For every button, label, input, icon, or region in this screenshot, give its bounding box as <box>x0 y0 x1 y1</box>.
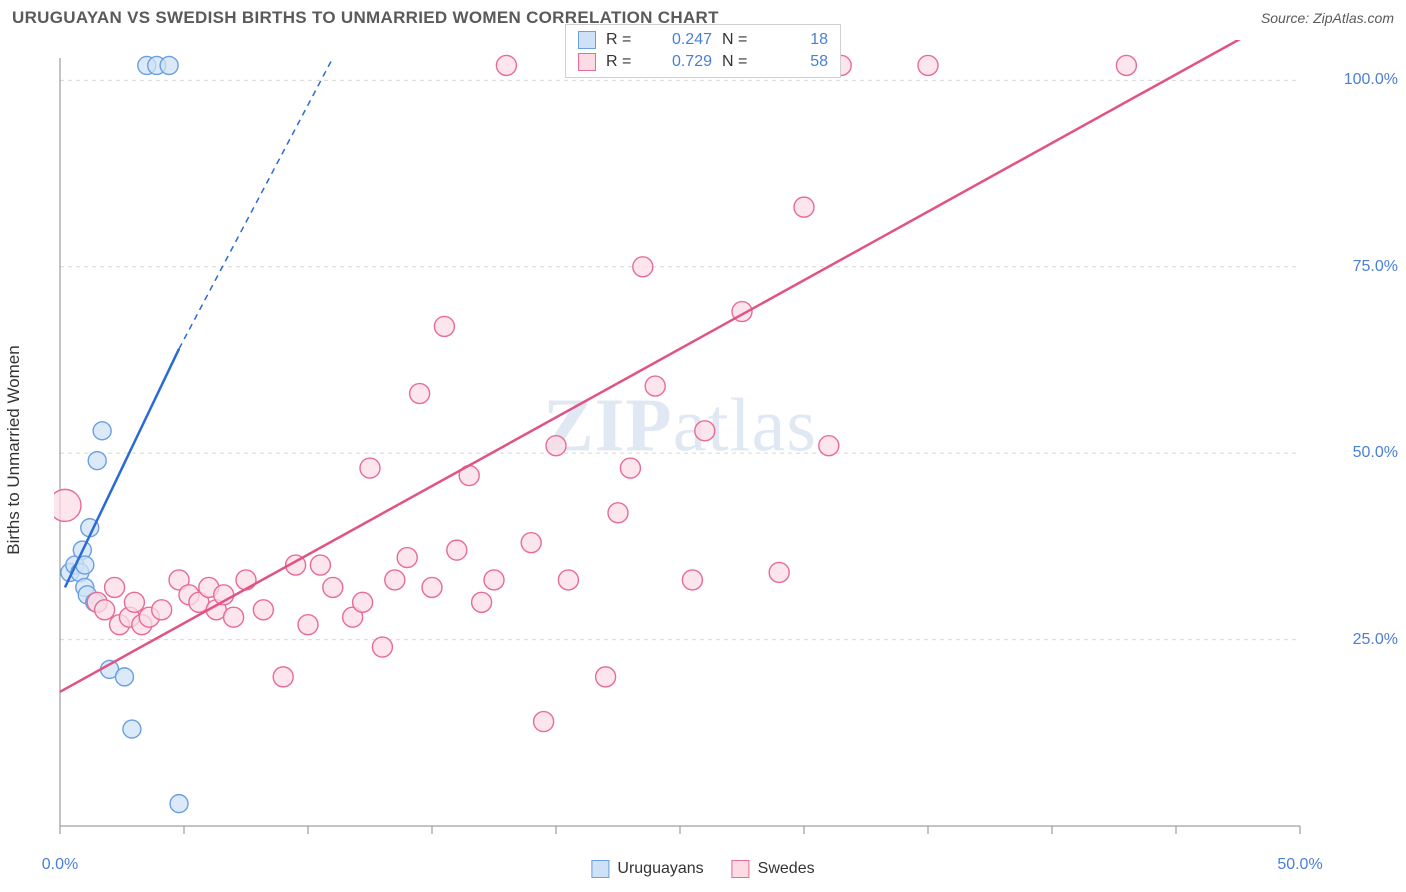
legend-swatch <box>578 31 596 49</box>
chart-svg <box>54 40 1306 844</box>
chart-area: ZIPatlas 25.0%50.0%75.0%100.0%0.0%50.0% <box>54 40 1306 844</box>
legend-series-label: Swedes <box>758 860 815 878</box>
legend-series-item: Uruguayans <box>591 860 703 878</box>
legend-r-value: 0.247 <box>652 31 712 49</box>
y-tick-label: 100.0% <box>1344 71 1398 89</box>
legend-series: Uruguayans Swedes <box>591 860 814 878</box>
legend-series-item: Swedes <box>732 860 815 878</box>
y-tick-label: 50.0% <box>1353 444 1398 462</box>
y-axis-label: Births to Unmarried Women <box>4 345 24 554</box>
legend-series-label: Uruguayans <box>617 860 703 878</box>
x-tick-label: 50.0% <box>1277 856 1322 874</box>
legend-correlation-row: R = 0.247 N = 18 <box>578 29 828 51</box>
source-label: Source: ZipAtlas.com <box>1261 10 1394 26</box>
legend-swatch <box>578 53 596 71</box>
y-tick-label: 25.0% <box>1353 631 1398 649</box>
legend-n-value: 58 <box>768 53 828 71</box>
legend-swatch <box>732 860 750 878</box>
x-tick-label: 0.0% <box>42 856 78 874</box>
legend-correlation: R = 0.247 N = 18 R = 0.729 N = 58 <box>565 24 841 78</box>
y-tick-label: 75.0% <box>1353 258 1398 276</box>
legend-r-label: R = <box>606 31 642 49</box>
legend-correlation-row: R = 0.729 N = 58 <box>578 51 828 73</box>
legend-n-label: N = <box>722 53 758 71</box>
legend-swatch <box>591 860 609 878</box>
legend-r-label: R = <box>606 53 642 71</box>
legend-r-value: 0.729 <box>652 53 712 71</box>
legend-n-label: N = <box>722 31 758 49</box>
legend-n-value: 18 <box>768 31 828 49</box>
